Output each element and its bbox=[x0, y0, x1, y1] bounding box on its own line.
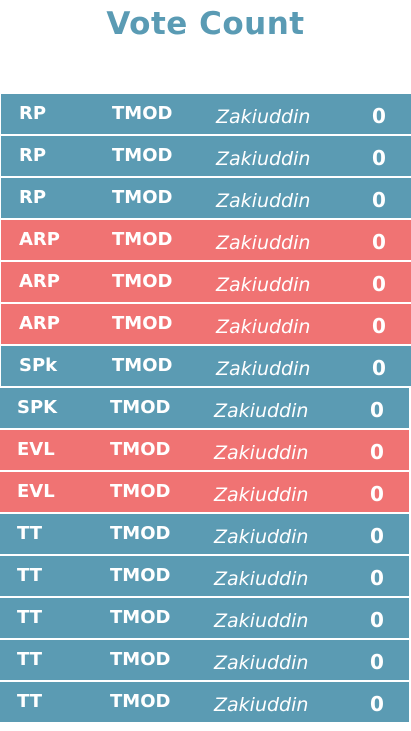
vote-row-code: ARP bbox=[19, 271, 60, 292]
vote-row-name: Zakiuddin bbox=[214, 610, 309, 632]
vote-row-code: RP bbox=[19, 145, 47, 166]
vote-row-name: Zakiuddin bbox=[214, 400, 309, 422]
vote-row-count: 0 bbox=[370, 440, 384, 464]
vote-row-count: 0 bbox=[372, 356, 386, 380]
vote-row[interactable]: TT TMOD Zakiuddin 0 bbox=[0, 556, 409, 596]
vote-row-org: TMOD bbox=[112, 271, 173, 292]
vote-row-org: TMOD bbox=[112, 103, 173, 124]
vote-row-code: TT bbox=[17, 649, 42, 670]
vote-row-count: 0 bbox=[370, 650, 384, 674]
vote-row[interactable]: RP TMOD Zakiuddin 0 bbox=[1, 136, 411, 176]
vote-row-name: Zakiuddin bbox=[214, 442, 309, 464]
vote-row[interactable]: TT TMOD Zakiuddin 0 bbox=[0, 514, 409, 554]
vote-row-count: 0 bbox=[370, 524, 384, 548]
vote-row-count: 0 bbox=[372, 272, 386, 296]
vote-row-count: 0 bbox=[372, 146, 386, 170]
vote-row-count: 0 bbox=[370, 398, 384, 422]
vote-row-org: TMOD bbox=[110, 649, 171, 670]
page-title: Vote Count bbox=[106, 6, 305, 42]
vote-row-name: Zakiuddin bbox=[216, 358, 311, 380]
vote-row-code: SPk bbox=[19, 355, 58, 376]
vote-row-name: Zakiuddin bbox=[216, 232, 311, 254]
vote-row-code: TT bbox=[17, 691, 42, 712]
vote-row[interactable]: EVL TMOD Zakiuddin 0 bbox=[0, 472, 409, 512]
vote-row-name: Zakiuddin bbox=[214, 694, 309, 716]
vote-row-code: TT bbox=[17, 607, 42, 628]
vote-row-name: Zakiuddin bbox=[216, 148, 311, 170]
vote-row-count: 0 bbox=[370, 608, 384, 632]
vote-row-code: ARP bbox=[19, 313, 60, 334]
vote-row-count: 0 bbox=[372, 188, 386, 212]
vote-row[interactable]: TT TMOD Zakiuddin 0 bbox=[0, 640, 409, 680]
vote-row-code: TT bbox=[17, 565, 42, 586]
vote-row-name: Zakiuddin bbox=[214, 568, 309, 590]
vote-row-name: Zakiuddin bbox=[216, 316, 311, 338]
vote-row-count: 0 bbox=[372, 230, 386, 254]
vote-row[interactable]: EVL TMOD Zakiuddin 0 bbox=[0, 430, 409, 470]
vote-row-count: 0 bbox=[370, 482, 384, 506]
vote-row-name: Zakiuddin bbox=[216, 190, 311, 212]
vote-row-org: TMOD bbox=[110, 397, 171, 418]
vote-row-org: TMOD bbox=[110, 565, 171, 586]
vote-row-name: Zakiuddin bbox=[214, 652, 309, 674]
vote-row[interactable]: SPK TMOD Zakiuddin 0 bbox=[0, 388, 409, 428]
vote-row-org: TMOD bbox=[110, 691, 171, 712]
vote-row-org: TMOD bbox=[110, 523, 171, 544]
vote-row[interactable]: TT TMOD Zakiuddin 0 bbox=[0, 682, 409, 722]
vote-row-org: TMOD bbox=[112, 187, 173, 208]
vote-row-count: 0 bbox=[372, 104, 386, 128]
vote-row[interactable]: RP TMOD Zakiuddin 0 bbox=[1, 94, 411, 134]
vote-row-code: EVL bbox=[17, 481, 55, 502]
vote-row-org: TMOD bbox=[112, 313, 173, 334]
vote-row-code: TT bbox=[17, 523, 42, 544]
vote-row-name: Zakiuddin bbox=[214, 526, 309, 548]
vote-row-org: TMOD bbox=[112, 355, 173, 376]
vote-row[interactable]: ARP TMOD Zakiuddin 0 bbox=[1, 262, 411, 302]
vote-row-code: EVL bbox=[17, 439, 55, 460]
vote-row-org: TMOD bbox=[112, 229, 173, 250]
vote-row-org: TMOD bbox=[110, 439, 171, 460]
vote-row-org: TMOD bbox=[110, 607, 171, 628]
vote-row-org: TMOD bbox=[112, 145, 173, 166]
vote-row-name: Zakiuddin bbox=[216, 274, 311, 296]
vote-row[interactable]: TT TMOD Zakiuddin 0 bbox=[0, 598, 409, 638]
vote-row[interactable]: SPk TMOD Zakiuddin 0 bbox=[1, 346, 411, 386]
vote-row-count: 0 bbox=[370, 692, 384, 716]
vote-row-name: Zakiuddin bbox=[214, 484, 309, 506]
vote-row-name: Zakiuddin bbox=[216, 106, 311, 128]
vote-row-count: 0 bbox=[372, 314, 386, 338]
vote-row-code: RP bbox=[19, 103, 47, 124]
vote-row-org: TMOD bbox=[110, 481, 171, 502]
vote-count-list: RP TMOD Zakiuddin 0 RP TMOD Zakiuddin 0 RP TMOD Za… bbox=[0, 94, 411, 724]
vote-row-code: ARP bbox=[19, 229, 60, 250]
vote-row[interactable]: ARP TMOD Zakiuddin 0 bbox=[1, 304, 411, 344]
vote-row[interactable]: RP TMOD Zakiuddin 0 bbox=[1, 178, 411, 218]
vote-row-code: SPK bbox=[17, 397, 58, 418]
vote-row[interactable]: ARP TMOD Zakiuddin 0 bbox=[1, 220, 411, 260]
vote-row-code: RP bbox=[19, 187, 47, 208]
vote-row-count: 0 bbox=[370, 566, 384, 590]
